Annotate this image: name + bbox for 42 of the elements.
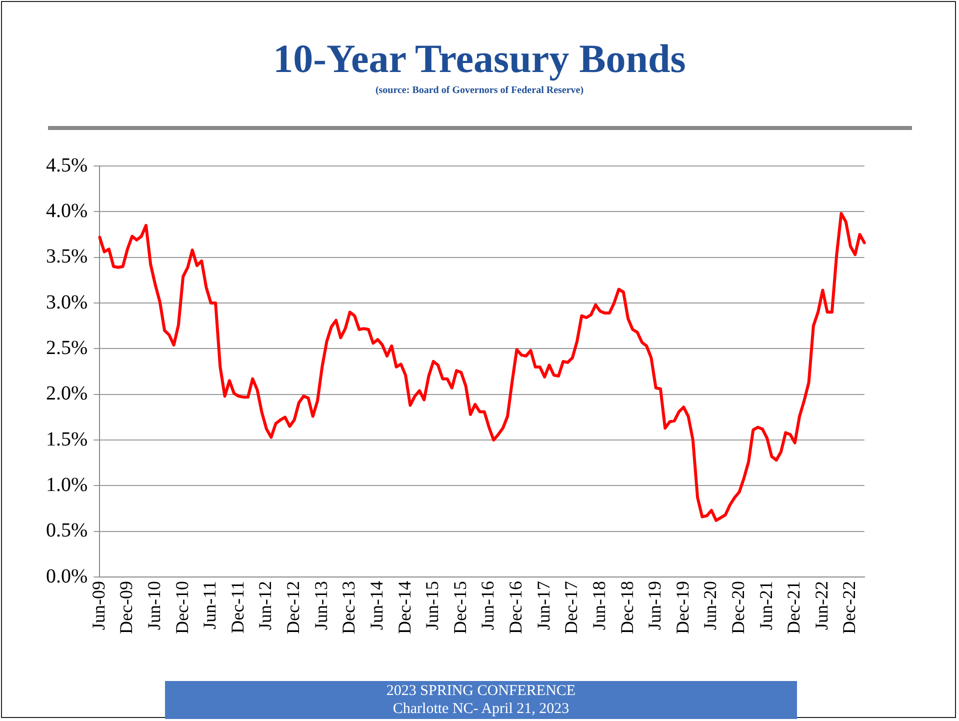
y-tick-label: 3.0% xyxy=(46,291,88,314)
x-tick-label: Dec-09 xyxy=(116,581,136,634)
x-tick-label: Dec-14 xyxy=(394,581,414,634)
x-tick-label: Dec-21 xyxy=(784,581,804,634)
x-tick-label: Jun-22 xyxy=(811,581,832,630)
chart-title: 10-Year Treasury Bonds xyxy=(272,36,687,82)
x-tick-label: Jun-13 xyxy=(310,581,331,630)
x-tick-label: Jun-21 xyxy=(756,581,776,630)
x-tick-label: Dec-13 xyxy=(338,581,359,634)
y-tick-label: 0.0% xyxy=(46,565,88,588)
text: Charlotte NC- April 21, 2023 xyxy=(392,700,570,718)
x-tick-label: Jun-19 xyxy=(644,581,665,630)
y-tick-label: 1.0% xyxy=(46,474,88,496)
chart-subtitle: (source: Board of Governors of Federal Reserve) xyxy=(374,85,585,96)
y-tick-label: 0.5% xyxy=(46,520,88,542)
text: 2023 SPRING CONFERENCE xyxy=(385,682,577,700)
x-tick-label: Dec-19 xyxy=(672,581,692,634)
x-tick-label: Jun-12 xyxy=(255,581,276,630)
x-tick-label: Dec-20 xyxy=(728,581,748,634)
x-tick-label: Jun-09 xyxy=(88,581,108,630)
x-tick-label: Jun-17 xyxy=(533,581,554,630)
y-tick-label: 4.0% xyxy=(46,200,88,222)
x-tick-label: Jun-18 xyxy=(588,581,609,630)
x-tick-label: Jun-20 xyxy=(700,581,720,630)
y-tick-label: 2.0% xyxy=(46,382,88,405)
x-tick-label: Dec-17 xyxy=(561,581,582,634)
x-tick-label: Jun-16 xyxy=(478,581,498,630)
x-tick-label: Dec-11 xyxy=(227,581,248,634)
y-tick-label: 3.5% xyxy=(46,246,88,268)
x-tick-label: Dec-18 xyxy=(616,581,637,634)
x-tick-label: Dec-22 xyxy=(839,581,860,634)
x-tick-label: Dec-15 xyxy=(450,581,470,634)
x-tick-label: Jun-14 xyxy=(366,581,386,630)
x-tick-label: Jun-15 xyxy=(422,581,442,630)
y-tick-label: 2.5% xyxy=(46,336,88,359)
x-tick-label: Jun-10 xyxy=(144,581,164,630)
x-tick-label: Dec-10 xyxy=(172,581,192,634)
x-tick-label: Jun-11 xyxy=(200,581,220,630)
y-tick-label: 1.5% xyxy=(46,428,88,450)
y-tick-label: 4.5% xyxy=(46,154,88,176)
x-tick-label: Dec-16 xyxy=(506,581,526,634)
x-tick-label: Dec-12 xyxy=(283,581,304,634)
